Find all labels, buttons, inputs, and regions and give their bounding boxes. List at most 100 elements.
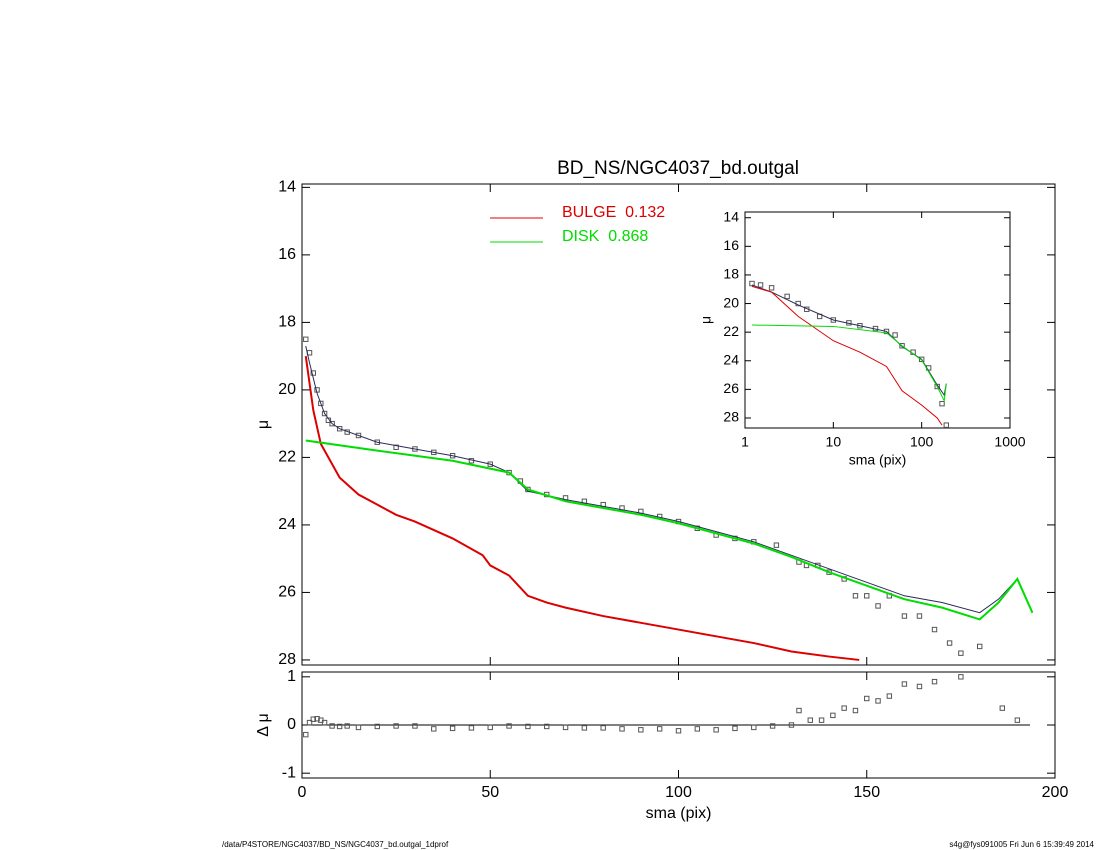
y-axis-label: Δ μ xyxy=(255,713,272,736)
data-point xyxy=(344,723,350,729)
data-point xyxy=(562,724,569,731)
data-point xyxy=(562,495,569,501)
data-point xyxy=(487,724,493,731)
plot-frame xyxy=(744,211,1011,429)
plot-area xyxy=(303,674,1021,738)
x-tick-label: 50 xyxy=(481,784,499,801)
data-point xyxy=(977,643,983,650)
x-tick-label: 200 xyxy=(1042,784,1069,801)
data-point xyxy=(336,723,343,730)
data-point xyxy=(875,698,881,704)
data-point xyxy=(818,717,825,723)
data-point xyxy=(336,426,343,432)
legend-label: BULGE 0.132 xyxy=(562,204,665,221)
data-point xyxy=(600,725,606,731)
data-point xyxy=(918,356,925,363)
y-tick-label: 24 xyxy=(278,516,296,533)
y-tick-label: 14 xyxy=(723,208,739,224)
data-point xyxy=(784,293,790,300)
data-point xyxy=(581,498,588,504)
data-point xyxy=(892,332,898,338)
data-point xyxy=(306,719,313,726)
y-tick-label: 0 xyxy=(287,716,296,733)
x-tick-label: 100 xyxy=(665,784,692,801)
data-point xyxy=(757,282,764,288)
data-point xyxy=(431,726,437,732)
y-tick-label: 28 xyxy=(278,651,296,668)
y-tick-label: 18 xyxy=(278,314,296,331)
data-point xyxy=(931,678,938,685)
x-tick-label: 1000 xyxy=(994,434,1025,450)
data-point xyxy=(841,705,847,711)
data-point xyxy=(751,724,757,731)
data-point xyxy=(310,370,316,376)
y-tick-label: 22 xyxy=(723,323,739,339)
data-point xyxy=(943,422,949,428)
y-axis-label: μ xyxy=(255,420,272,429)
data-point xyxy=(852,707,859,714)
model-line xyxy=(751,284,947,397)
x-axis-label: sma (pix) xyxy=(646,805,712,822)
data-point xyxy=(886,693,893,699)
model-line xyxy=(751,324,947,403)
data-point xyxy=(675,728,682,734)
data-point xyxy=(468,725,475,731)
data-point xyxy=(749,280,755,287)
data-point xyxy=(931,626,938,633)
data-point xyxy=(946,640,953,646)
data-point xyxy=(916,613,923,619)
legend-label: DISK 0.868 xyxy=(562,228,648,245)
data-point xyxy=(901,613,908,619)
model-line xyxy=(305,345,1033,614)
data-point xyxy=(303,731,309,738)
data-point xyxy=(939,400,945,407)
data-point xyxy=(875,603,881,609)
plot-area xyxy=(749,280,949,428)
data-point xyxy=(581,725,588,731)
data-point xyxy=(713,727,719,733)
x-axis-label: sma (pix) xyxy=(849,452,907,468)
y-tick-label: 26 xyxy=(278,584,296,601)
data-point xyxy=(355,432,362,439)
data-point xyxy=(773,542,780,548)
data-point xyxy=(321,410,328,417)
data-point xyxy=(303,336,309,342)
y-tick-label: 14 xyxy=(278,179,296,196)
data-point xyxy=(321,719,328,726)
y-tick-label: 20 xyxy=(723,294,739,310)
data-point xyxy=(656,726,663,732)
model-line xyxy=(305,439,1034,621)
data-point xyxy=(393,444,399,450)
x-tick-label: 0 xyxy=(298,784,307,801)
data-point xyxy=(769,723,776,729)
y-tick-label: -1 xyxy=(282,764,296,781)
y-tick-label: 18 xyxy=(723,266,739,282)
data-point xyxy=(999,705,1005,711)
data-point xyxy=(732,725,738,732)
data-point xyxy=(958,674,964,680)
y-tick-label: 16 xyxy=(278,246,296,263)
data-point xyxy=(830,712,836,719)
footer-left: /data/P4STORE/NGC4037/BD_NS/NGC4037_bd.o… xyxy=(222,840,449,849)
y-tick-label: 20 xyxy=(278,381,296,398)
x-tick-label: 1 xyxy=(741,434,749,450)
x-tick-label: 150 xyxy=(853,784,880,801)
data-point xyxy=(412,723,418,729)
data-point xyxy=(449,725,456,732)
y-tick-label: 24 xyxy=(723,351,739,367)
data-point xyxy=(544,723,550,730)
data-point xyxy=(1014,717,1021,723)
x-tick-label: 100 xyxy=(910,434,934,450)
data-point xyxy=(355,724,362,731)
data-point xyxy=(901,681,908,687)
y-tick-label: 16 xyxy=(723,237,739,253)
y-tick-label: 1 xyxy=(287,668,296,685)
y-tick-label: 28 xyxy=(723,409,739,425)
data-point xyxy=(506,723,512,729)
data-point xyxy=(958,650,964,656)
data-point xyxy=(694,726,701,732)
data-point xyxy=(899,343,905,349)
data-point xyxy=(393,723,399,729)
model-line xyxy=(304,356,860,661)
